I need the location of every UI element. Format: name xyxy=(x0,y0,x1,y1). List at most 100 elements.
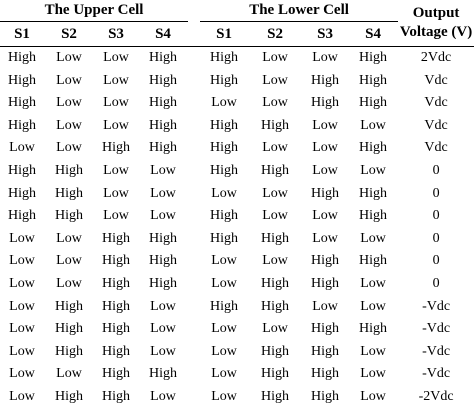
upper-s4-cell: Low xyxy=(150,321,176,337)
column-gap xyxy=(188,70,200,93)
lower-s2-cell: Low xyxy=(262,50,288,65)
upper-s3-cell: High xyxy=(102,321,130,337)
output-voltage-cell: 0 xyxy=(432,208,440,224)
output-voltage-cell: 0 xyxy=(432,162,440,178)
upper-s4-cell: High xyxy=(149,366,178,382)
switch-header-row: S1 S2 S3 S4 S1 S2 S3 S4 xyxy=(0,21,474,47)
lower-s1-cell: Low xyxy=(211,366,237,382)
lower-s4-cell: High xyxy=(359,321,388,337)
output-voltage-cell: Vdc xyxy=(424,72,448,88)
lower-s3-cell: Low xyxy=(312,208,338,224)
upper-s4-cell: High xyxy=(149,253,178,269)
upper-s1-cell: Low xyxy=(9,298,35,314)
table-body: High Low Low High High Low Low High 2Vdc High Low L… xyxy=(0,47,474,409)
column-gap xyxy=(188,363,200,386)
table-row: High High Low Low Low Low High High 0 xyxy=(0,183,474,206)
output-voltage-cell: -Vdc xyxy=(422,298,451,314)
upper-s3-cell: High xyxy=(102,366,130,382)
lower-s2-cell: Low xyxy=(262,185,288,201)
column-gap xyxy=(188,273,200,296)
table-row: High High Low Low High High Low Low 0 xyxy=(0,160,474,183)
table-row: High Low Low High High High Low Low Vdc xyxy=(0,115,474,138)
lower-s1-cell: High xyxy=(210,298,239,314)
lower-s3-cell: High xyxy=(311,95,340,111)
upper-s4-cell: Low xyxy=(150,208,176,224)
lower-s1-header: S1 xyxy=(200,21,249,47)
column-gap xyxy=(188,228,200,251)
lower-s3-cell: High xyxy=(311,253,340,269)
lower-s4-cell: High xyxy=(359,253,388,269)
column-gap xyxy=(188,386,200,409)
upper-s1-cell: High xyxy=(8,208,36,224)
upper-s3-cell: High xyxy=(102,253,130,269)
column-gap xyxy=(188,205,200,228)
lower-s1-cell: High xyxy=(210,72,239,88)
output-voltage-cell: Vdc xyxy=(424,140,448,156)
upper-s3-cell: High xyxy=(102,298,130,314)
table-row: Low Low High High High Low Low High Vdc xyxy=(0,137,474,160)
lower-s2-cell: High xyxy=(261,298,290,314)
upper-s1-cell: High xyxy=(8,72,36,88)
upper-cell-header: The Upper Cell xyxy=(0,0,189,22)
upper-s2-cell: Low xyxy=(56,72,82,88)
upper-s3-cell: High xyxy=(102,343,130,359)
upper-s1-cell: Low xyxy=(9,388,35,404)
column-gap xyxy=(188,341,200,364)
lower-s2-cell: High xyxy=(261,117,290,133)
lower-s3-cell: Low xyxy=(312,50,338,65)
upper-s1-cell: Low xyxy=(9,275,35,291)
upper-s2-cell: High xyxy=(55,162,83,178)
output-voltage-header: Output Voltage (V) xyxy=(398,0,474,47)
column-gap xyxy=(188,318,200,341)
upper-s3-cell: Low xyxy=(103,117,129,133)
lower-s4-cell: Low xyxy=(360,343,386,359)
group-header-row: The Upper Cell The Lower Cell Output Vol… xyxy=(0,0,474,47)
lower-s2-header: S2 xyxy=(248,21,303,47)
lower-s3-cell: Low xyxy=(312,117,338,133)
upper-s4-cell: Low xyxy=(150,298,176,314)
lower-s4-cell: Low xyxy=(360,275,386,291)
column-gap xyxy=(188,183,200,206)
lower-s1-cell: Low xyxy=(211,321,237,337)
lower-s4-cell: Low xyxy=(360,298,386,314)
lower-s3-cell: High xyxy=(311,366,340,382)
lower-s4-cell: High xyxy=(359,72,388,88)
upper-s4-cell: Low xyxy=(150,343,176,359)
lower-s1-cell: High xyxy=(210,230,239,246)
lower-s4-cell: Low xyxy=(360,366,386,382)
table-row: Low Low High High Low Low High High 0 xyxy=(0,250,474,273)
upper-s3-cell: Low xyxy=(103,95,129,111)
column-gap xyxy=(188,47,200,70)
lower-s2-cell: High xyxy=(261,275,290,291)
upper-s1-cell: High xyxy=(8,162,36,178)
upper-s3-cell: Low xyxy=(103,185,129,201)
upper-s2-cell: Low xyxy=(56,366,82,382)
upper-s3-cell: High xyxy=(102,388,130,404)
upper-s3-cell: Low xyxy=(103,208,129,224)
output-header-line2: Voltage (V) xyxy=(399,24,473,40)
lower-s2-cell: High xyxy=(261,388,290,404)
output-voltage-cell: -Vdc xyxy=(422,321,451,337)
upper-s1-cell: High xyxy=(8,117,36,133)
upper-s3-cell: High xyxy=(102,230,130,246)
lower-s2-cell: High xyxy=(261,343,290,359)
upper-s1-cell: High xyxy=(8,185,36,201)
upper-s2-cell: Low xyxy=(56,253,82,269)
lower-s1-cell: Low xyxy=(211,388,237,404)
upper-s3-cell: Low xyxy=(103,162,129,178)
upper-s2-header: S2 xyxy=(44,21,94,47)
lower-s4-cell: High xyxy=(359,185,388,201)
lower-s4-cell: High xyxy=(359,140,388,156)
upper-s2-cell: Low xyxy=(56,50,82,65)
lower-s2-cell: Low xyxy=(262,95,288,111)
column-gap xyxy=(188,92,200,115)
output-voltage-cell: -Vdc xyxy=(422,366,451,382)
upper-s4-cell: High xyxy=(149,50,178,65)
table-row: High Low Low High High Low Low High 2Vdc xyxy=(0,47,474,70)
lower-s4-header: S4 xyxy=(348,21,399,47)
table-row: Low High High Low Low High High Low -2Vdc xyxy=(0,386,474,409)
upper-s2-cell: Low xyxy=(56,95,82,111)
table-row: High High Low Low High Low Low High 0 xyxy=(0,205,474,228)
